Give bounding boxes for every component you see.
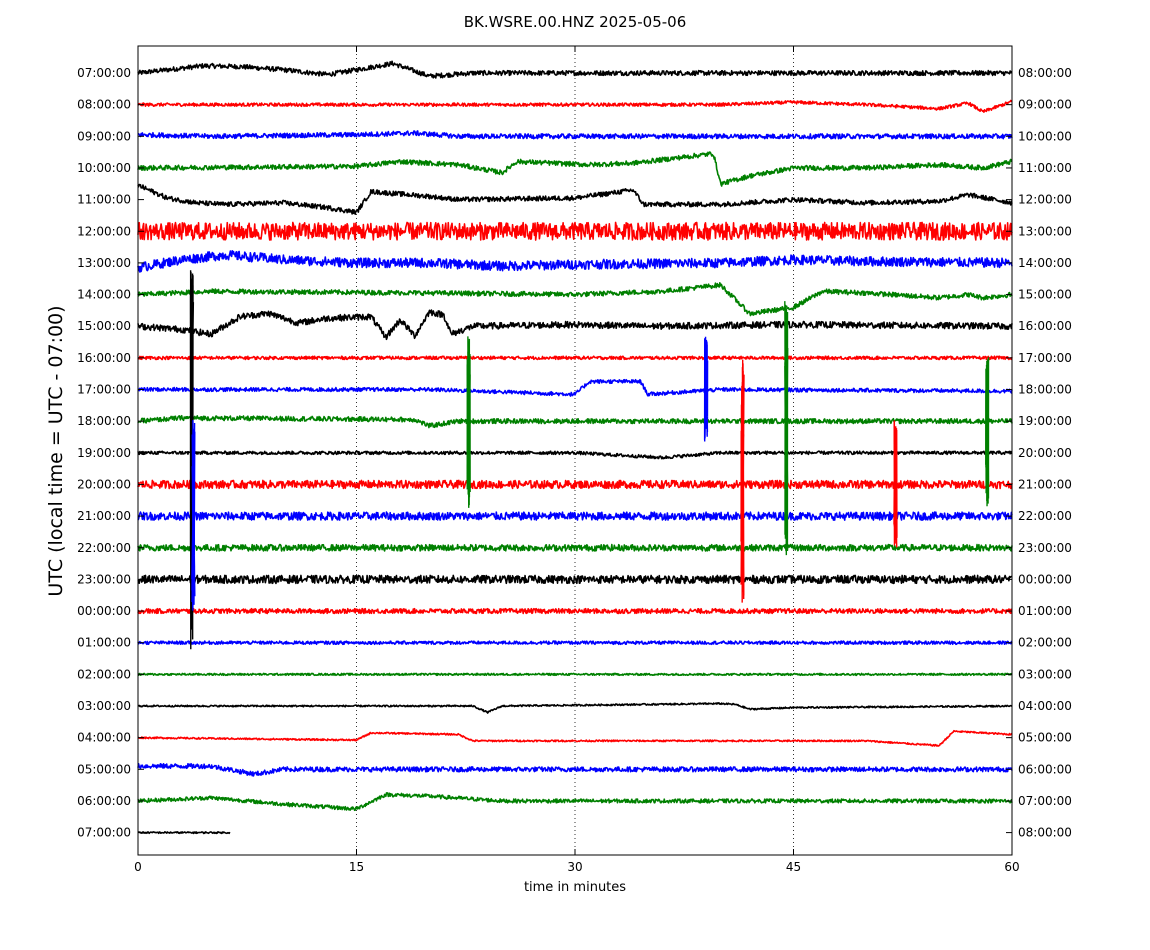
- trace-line: [137, 99, 1013, 113]
- left-tick-label: 07:00:00: [77, 66, 131, 80]
- trace-line: [137, 450, 1013, 460]
- trace-line: [137, 574, 1013, 585]
- left-tick-label: 12:00:00: [77, 224, 131, 238]
- right-tick-label: 03:00:00: [1018, 667, 1072, 681]
- right-tick-label: 12:00:00: [1018, 193, 1072, 207]
- trace-line: [137, 831, 231, 835]
- trace-line: [137, 151, 1013, 187]
- right-tick-label: 16:00:00: [1018, 319, 1072, 333]
- right-tick-label: 13:00:00: [1018, 224, 1072, 238]
- right-tick-label: 20:00:00: [1018, 446, 1072, 460]
- trace-line: [137, 414, 1013, 429]
- left-tick-label: 06:00:00: [77, 794, 131, 808]
- grid-layer: [356, 46, 794, 855]
- trace-line: [137, 762, 1013, 777]
- right-tick-label: 07:00:00: [1018, 794, 1072, 808]
- trace-line: [137, 183, 1013, 215]
- event-spike: [740, 359, 745, 603]
- left-tick-label: 23:00:00: [77, 572, 131, 586]
- trace-line: [137, 60, 1013, 79]
- right-tick-label: 08:00:00: [1018, 66, 1072, 80]
- left-tick-label: 10:00:00: [77, 161, 131, 175]
- x-tick-label: 15: [349, 860, 364, 874]
- trace-line: [137, 792, 1013, 812]
- right-tick-label: 05:00:00: [1018, 731, 1072, 745]
- trace-line: [137, 607, 1013, 615]
- right-tick-label: 14:00:00: [1018, 256, 1072, 270]
- trace-line: [137, 309, 1013, 341]
- left-tick-label: 03:00:00: [77, 699, 131, 713]
- trace-line: [137, 702, 1013, 714]
- left-tick-label: 17:00:00: [77, 383, 131, 397]
- right-tick-label: 00:00:00: [1018, 572, 1072, 586]
- trace-line: [137, 249, 1013, 273]
- event-spike: [893, 420, 898, 548]
- trace-line: [137, 729, 1013, 747]
- left-tick-label: 22:00:00: [77, 541, 131, 555]
- left-tick-label: 19:00:00: [77, 446, 131, 460]
- right-tick-label: 19:00:00: [1018, 414, 1072, 428]
- left-tick-label: 01:00:00: [77, 636, 131, 650]
- x-axis-label: time in minutes: [524, 880, 626, 895]
- left-tick-label: 13:00:00: [77, 256, 131, 270]
- right-tick-label: 15:00:00: [1018, 288, 1072, 302]
- trace-line: [137, 221, 1013, 241]
- right-tick-label: 04:00:00: [1018, 699, 1072, 713]
- right-tick-label: 18:00:00: [1018, 383, 1072, 397]
- event-spike: [703, 336, 709, 442]
- trace-line: [137, 640, 1013, 646]
- right-tick-label: 01:00:00: [1018, 604, 1072, 618]
- right-tick-label: 09:00:00: [1018, 98, 1072, 112]
- left-tick-label: 02:00:00: [77, 667, 131, 681]
- trace-line: [137, 672, 1013, 677]
- trace-line: [137, 130, 1013, 140]
- event-spike: [985, 357, 990, 507]
- x-tick-label: 0: [134, 860, 142, 874]
- trace-line: [137, 378, 1013, 397]
- left-tick-label: 15:00:00: [77, 319, 131, 333]
- left-tick-label: 00:00:00: [77, 604, 131, 618]
- right-tick-label: 22:00:00: [1018, 509, 1072, 523]
- chart-title: BK.WSRE.00.HNZ 2025-05-06: [464, 13, 687, 31]
- right-tick-label: 08:00:00: [1018, 826, 1072, 840]
- left-tick-label: 11:00:00: [77, 193, 131, 207]
- left-tick-label: 20:00:00: [77, 477, 131, 491]
- trace-layer: [137, 60, 1013, 835]
- x-tick-label: 30: [567, 860, 582, 874]
- left-tick-label: 08:00:00: [77, 98, 131, 112]
- trace-line: [137, 479, 1013, 490]
- left-tick-label: 09:00:00: [77, 129, 131, 143]
- tick-layer: 0 15 30 45 60 07:00:00 08:00:00 09:00:00 10:00:0…: [77, 46, 1072, 874]
- trace-line: [137, 511, 1013, 521]
- event-spike: [191, 420, 196, 611]
- left-tick-label: 16:00:00: [77, 351, 131, 365]
- left-tick-label: 04:00:00: [77, 731, 131, 745]
- x-tick-label: 45: [786, 860, 801, 874]
- trace-line: [137, 543, 1013, 552]
- right-tick-label: 06:00:00: [1018, 762, 1072, 776]
- right-tick-label: 17:00:00: [1018, 351, 1072, 365]
- event-spike: [466, 336, 471, 508]
- left-tick-label: 05:00:00: [77, 762, 131, 776]
- right-tick-label: 10:00:00: [1018, 129, 1072, 143]
- trace-line: [137, 282, 1013, 317]
- right-tick-label: 23:00:00: [1018, 541, 1072, 555]
- trace-line: [137, 355, 1013, 361]
- left-tick-label: 21:00:00: [77, 509, 131, 523]
- y-axis-label: UTC (local time = UTC - 07:00): [45, 305, 67, 596]
- right-tick-label: 02:00:00: [1018, 636, 1072, 650]
- event-spike: [784, 301, 789, 556]
- left-tick-label: 14:00:00: [77, 288, 131, 302]
- left-tick-label: 07:00:00: [77, 826, 131, 840]
- x-tick-label: 60: [1004, 860, 1019, 874]
- left-tick-label: 18:00:00: [77, 414, 131, 428]
- right-tick-label: 11:00:00: [1018, 161, 1072, 175]
- right-tick-label: 21:00:00: [1018, 477, 1072, 491]
